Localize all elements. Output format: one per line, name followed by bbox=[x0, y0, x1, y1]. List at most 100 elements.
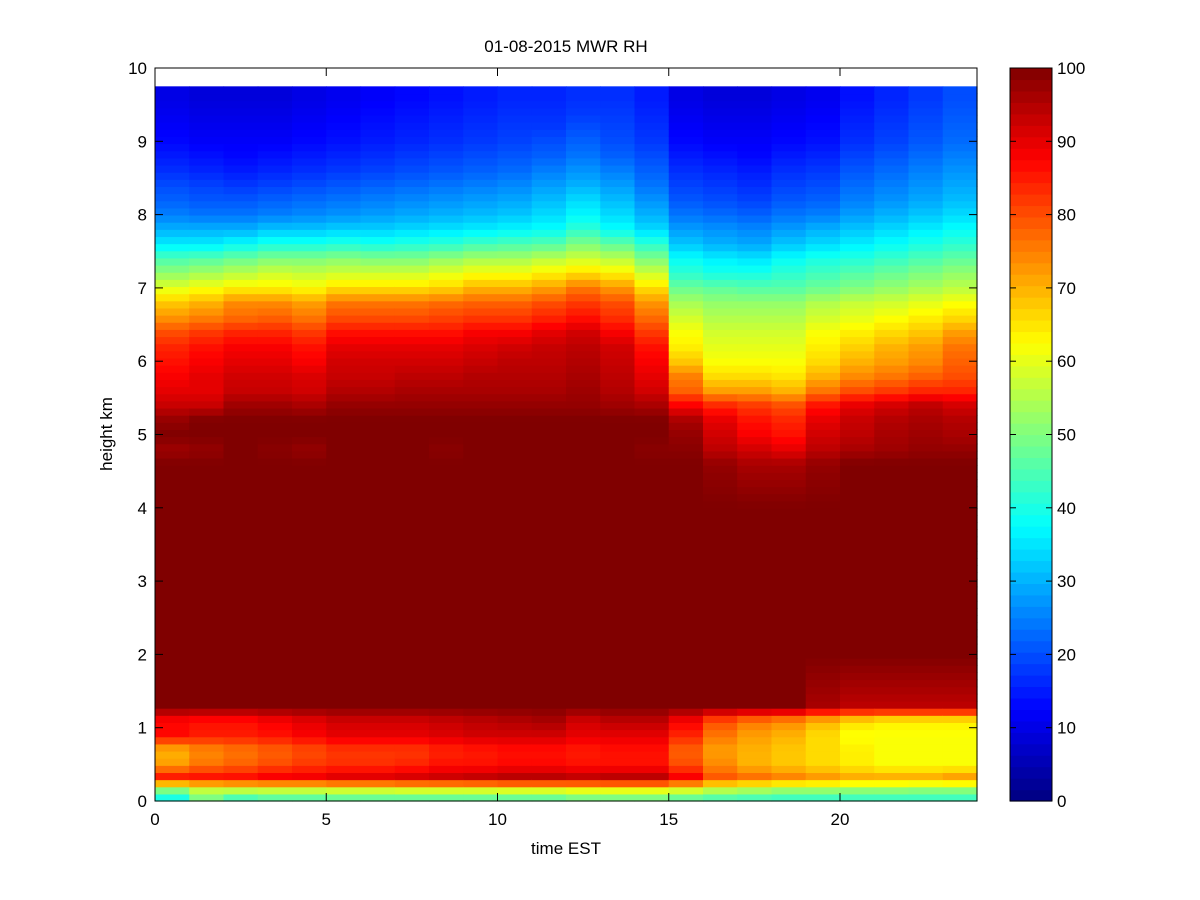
heatmap-cell bbox=[429, 172, 464, 180]
heatmap-cell bbox=[155, 286, 190, 295]
heatmap-cell bbox=[668, 672, 704, 681]
heatmap-cell bbox=[531, 172, 567, 180]
heatmap-cell bbox=[189, 658, 225, 666]
heatmap-cell bbox=[874, 772, 910, 781]
heatmap-cell bbox=[497, 629, 533, 638]
heatmap-cell bbox=[463, 550, 499, 559]
heatmap-cell bbox=[805, 172, 841, 180]
heatmap-cell bbox=[497, 107, 533, 116]
heatmap-cell bbox=[326, 415, 362, 423]
heatmap-cell bbox=[463, 214, 499, 223]
heatmap-cell bbox=[942, 343, 978, 352]
heatmap-cell bbox=[805, 543, 841, 552]
heatmap-cell bbox=[840, 264, 875, 273]
heatmap-cell bbox=[360, 565, 396, 573]
heatmap-cell bbox=[771, 493, 807, 502]
heatmap-cell bbox=[497, 493, 533, 502]
heatmap-cell bbox=[600, 100, 636, 109]
heatmap-cell bbox=[942, 665, 978, 673]
heatmap-cell bbox=[668, 150, 704, 159]
heatmap-cell bbox=[497, 729, 533, 738]
heatmap-cell bbox=[531, 522, 567, 531]
heatmap-cell bbox=[394, 465, 430, 473]
heatmap-cell bbox=[771, 250, 807, 259]
heatmap-cell bbox=[257, 708, 293, 716]
heatmap-cell bbox=[257, 257, 293, 266]
heatmap-cell bbox=[703, 407, 738, 416]
heatmap-cell bbox=[463, 736, 499, 745]
heatmap-cell bbox=[737, 379, 773, 388]
colorbar-tick-label: 20 bbox=[1057, 645, 1076, 664]
heatmap-cell bbox=[771, 486, 807, 495]
heatmap-cell bbox=[703, 722, 738, 731]
heatmap-cell bbox=[292, 493, 327, 502]
heatmap-cell bbox=[840, 515, 875, 523]
heatmap-cell bbox=[600, 336, 636, 345]
heatmap-cell bbox=[703, 479, 738, 488]
heatmap-cell bbox=[703, 565, 738, 573]
heatmap-cell bbox=[805, 600, 841, 609]
heatmap-cell bbox=[189, 643, 225, 652]
heatmap-cell bbox=[805, 429, 841, 438]
heatmap-cell bbox=[189, 793, 225, 802]
heatmap-cell bbox=[908, 379, 944, 388]
heatmap-cell bbox=[805, 686, 841, 695]
heatmap-cell bbox=[874, 357, 910, 366]
heatmap-cell bbox=[703, 322, 738, 330]
heatmap-cell bbox=[737, 565, 773, 573]
heatmap-cell bbox=[189, 772, 225, 781]
heatmap-cell bbox=[429, 436, 464, 445]
heatmap-cell bbox=[805, 86, 841, 95]
heatmap-cell bbox=[634, 593, 670, 602]
heatmap-cell bbox=[908, 343, 944, 352]
heatmap-cell bbox=[805, 743, 841, 752]
heatmap-cell bbox=[600, 500, 636, 509]
heatmap-cell bbox=[942, 186, 978, 195]
colorbar-segment bbox=[1010, 594, 1052, 607]
heatmap-cell bbox=[566, 500, 601, 509]
heatmap-cell bbox=[703, 93, 738, 102]
heatmap-cell bbox=[189, 93, 225, 102]
heatmap-cell bbox=[908, 272, 944, 280]
heatmap-cell bbox=[257, 286, 293, 295]
heatmap-cell bbox=[223, 529, 259, 538]
heatmap-cell bbox=[497, 400, 533, 409]
heatmap-cell bbox=[223, 250, 259, 259]
heatmap-cell bbox=[840, 708, 875, 716]
heatmap-cell bbox=[668, 107, 704, 116]
heatmap-cell bbox=[360, 86, 396, 95]
heatmap-cell bbox=[429, 257, 464, 266]
heatmap-cell bbox=[668, 422, 704, 430]
heatmap-cell bbox=[189, 436, 225, 445]
heatmap-cell bbox=[634, 507, 670, 516]
heatmap-cell bbox=[737, 236, 773, 245]
heatmap-cell bbox=[360, 114, 396, 123]
heatmap-cell bbox=[600, 293, 636, 302]
heatmap-cell bbox=[874, 250, 910, 259]
heatmap-cell bbox=[394, 543, 430, 552]
heatmap-cell bbox=[566, 550, 601, 559]
heatmap-cell bbox=[360, 257, 396, 266]
heatmap-cell bbox=[668, 293, 704, 302]
heatmap-cell bbox=[737, 300, 773, 309]
heatmap-cell bbox=[257, 500, 293, 509]
heatmap-cell bbox=[737, 350, 773, 359]
heatmap-cell bbox=[257, 272, 293, 280]
heatmap-cell bbox=[292, 457, 327, 466]
heatmap-cell bbox=[703, 665, 738, 673]
heatmap-cell bbox=[292, 558, 327, 566]
heatmap-cell bbox=[908, 193, 944, 202]
heatmap-cell bbox=[840, 236, 875, 245]
heatmap-cell bbox=[155, 708, 190, 716]
heatmap-cell bbox=[531, 157, 567, 166]
heatmap-cell bbox=[600, 779, 636, 788]
heatmap-cell bbox=[566, 558, 601, 566]
heatmap-cell bbox=[634, 500, 670, 509]
heatmap-cell bbox=[292, 150, 327, 159]
heatmap-cell bbox=[497, 257, 533, 266]
heatmap-cell bbox=[600, 136, 636, 145]
heatmap-cell bbox=[531, 693, 567, 702]
heatmap-cell bbox=[223, 722, 259, 731]
heatmap-cell bbox=[771, 550, 807, 559]
heatmap-cell bbox=[566, 336, 601, 345]
